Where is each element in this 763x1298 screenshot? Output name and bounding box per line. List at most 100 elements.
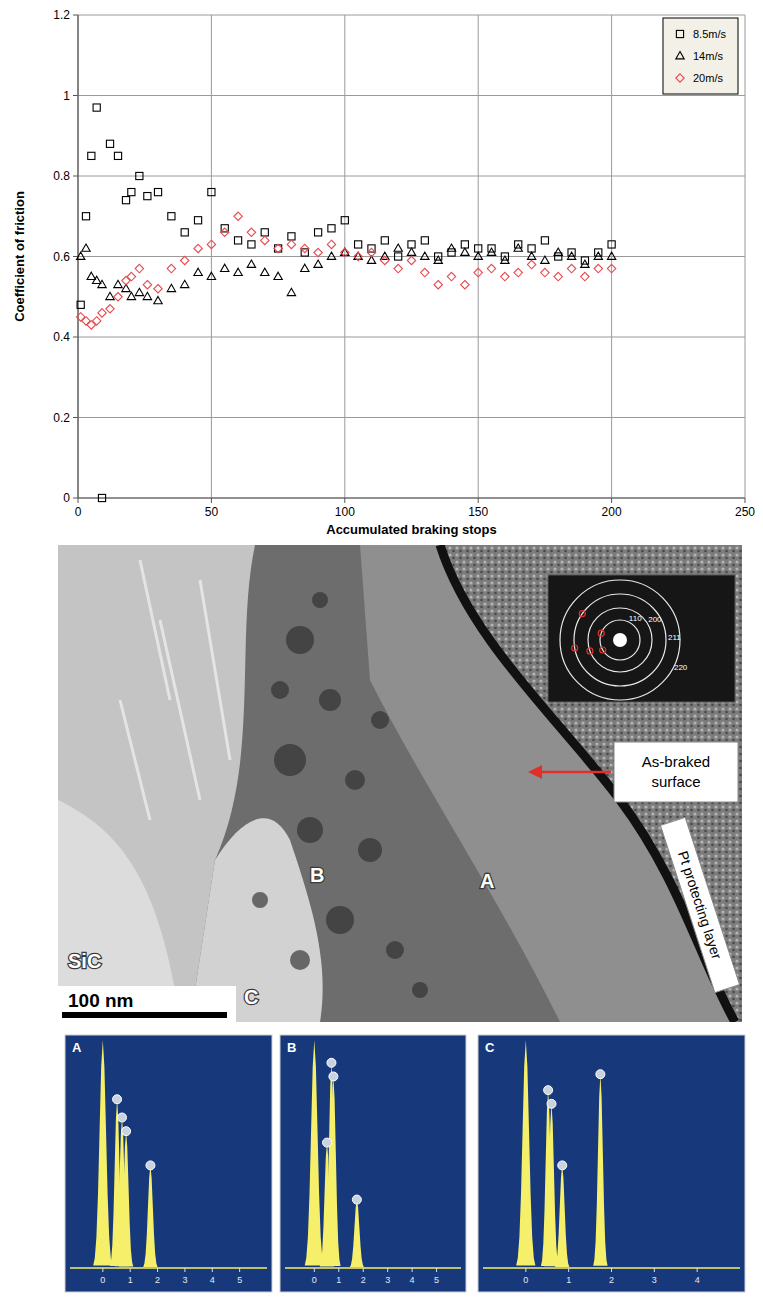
scatter-point <box>154 296 162 303</box>
scatter-point <box>301 244 309 252</box>
scatter-point <box>106 140 113 147</box>
scatter-point <box>181 256 189 264</box>
indexed-spot <box>587 648 593 654</box>
scatter-point <box>394 244 402 251</box>
diffraction-ring <box>600 620 640 660</box>
scatter-point <box>167 264 175 272</box>
scatter-point <box>143 281 151 289</box>
surface-arrow <box>540 771 611 774</box>
scatter-point <box>82 244 90 251</box>
x-tick-label: 0 <box>75 505 82 519</box>
streak <box>200 580 230 760</box>
scatter-point <box>607 264 615 272</box>
scatter-point <box>461 241 468 248</box>
scatter-point <box>275 245 282 252</box>
scatter-point <box>144 193 151 200</box>
streak <box>120 700 150 820</box>
scatter-point <box>247 260 255 267</box>
spectrum-tick <box>568 1268 569 1272</box>
spectrum-peaks <box>305 1040 364 1267</box>
spectrum-peak <box>93 1040 112 1266</box>
scatter-point <box>234 237 241 244</box>
scatter-point <box>474 268 482 276</box>
pt-label: Pt protecting layer <box>675 849 725 962</box>
y-tick <box>73 176 78 177</box>
region-label: A <box>480 870 494 892</box>
spectrum-tick-label: 0 <box>523 1275 528 1285</box>
scatter-point <box>528 245 535 252</box>
scatter-point <box>355 241 362 248</box>
legend-label: 14m/s <box>693 50 723 62</box>
scatter-point <box>594 252 602 259</box>
scatter-point <box>381 237 388 244</box>
region-label: B <box>310 864 324 886</box>
scatter-point <box>421 268 429 276</box>
scatter-point <box>581 260 589 267</box>
y-axis-title: Coefficient of friction <box>12 191 27 322</box>
surface-label-box <box>614 742 738 802</box>
spectrum-tick-label: 2 <box>361 1275 366 1285</box>
spectrum-tick-label: 2 <box>609 1275 614 1285</box>
scatter-point <box>487 264 495 272</box>
spectrum-label: C <box>485 1040 495 1055</box>
scatter-point <box>461 281 469 289</box>
y-tick-label: 0.4 <box>53 330 70 344</box>
spectrum-panel: 012345B <box>280 1035 466 1292</box>
spectrum-tick <box>102 1268 103 1272</box>
dark-grain <box>297 817 323 843</box>
legend-marker <box>676 74 684 82</box>
scatter-point <box>154 189 161 196</box>
scatter-point <box>207 272 215 279</box>
dark-grain <box>386 941 404 959</box>
scatter-point <box>274 244 282 252</box>
scatter-point <box>194 244 202 252</box>
x-tick <box>745 498 746 503</box>
scatter-point <box>514 244 522 251</box>
x-tick <box>478 498 479 503</box>
scatter-point <box>154 285 162 293</box>
x-tick-label: 100 <box>335 505 355 519</box>
x-tick-label: 250 <box>735 505 755 519</box>
scatter-point <box>501 272 509 280</box>
scatter-point <box>581 272 589 280</box>
legend-box <box>663 18 738 94</box>
scatter-point <box>234 212 242 220</box>
scatter-point <box>93 317 101 325</box>
spectrum-label: A <box>72 1040 82 1055</box>
scatter-point <box>136 172 143 179</box>
scatter-point <box>341 217 348 224</box>
y-tick <box>73 256 78 257</box>
scatter-point <box>77 313 85 321</box>
spectrum-peak <box>143 1165 157 1267</box>
spectrum-peak <box>544 1104 558 1266</box>
scatter-point <box>88 152 95 159</box>
scatter-point <box>221 228 229 236</box>
scatter-point <box>287 240 295 248</box>
spectrum-tick <box>697 1268 698 1272</box>
spectrum-panel: 012345A <box>65 1035 272 1292</box>
spectrum-tick-label: 3 <box>385 1275 390 1285</box>
scale-bar-label: 100 nm <box>68 990 133 1011</box>
x-tick-label: 50 <box>205 505 219 519</box>
y-tick-label: 1.2 <box>53 8 70 22</box>
scatter-point <box>77 301 84 308</box>
surface-line <box>440 545 735 1022</box>
dark-grain <box>326 906 354 934</box>
scatter-point <box>475 245 482 252</box>
scatter-point <box>167 284 175 291</box>
spectrum-peak <box>593 1074 607 1266</box>
scatter-point <box>554 248 562 255</box>
scatter-point <box>135 264 143 272</box>
spectrum-tick-label: 4 <box>410 1275 415 1285</box>
x-grid-line <box>745 15 746 498</box>
spectrum-tick <box>412 1268 413 1272</box>
spectrum-panel: 01234C <box>478 1035 745 1292</box>
dark-grain <box>345 770 365 790</box>
spectrum-tick <box>184 1268 185 1272</box>
scatter-point <box>301 264 309 271</box>
x-tick <box>78 498 79 503</box>
scatter-point <box>93 104 100 111</box>
series-2 <box>77 212 616 329</box>
grid <box>73 15 745 503</box>
spectrum-ground <box>280 1035 466 1292</box>
